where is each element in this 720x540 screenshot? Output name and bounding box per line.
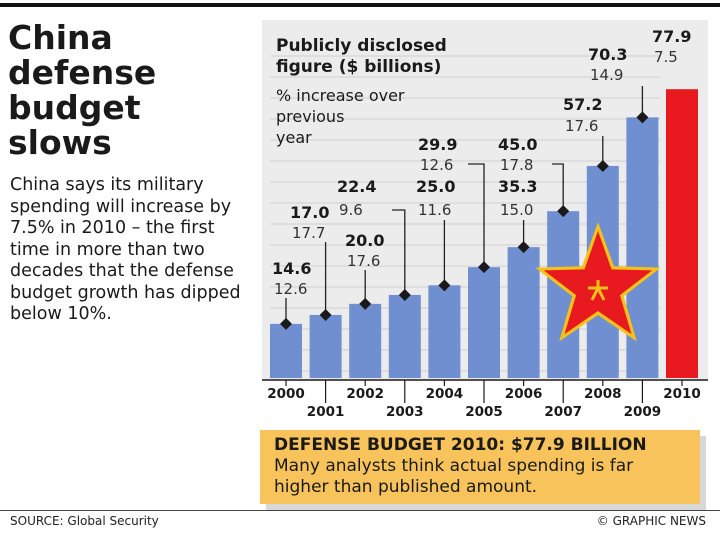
callout-box: DEFENSE BUDGET 2010: $77.9 BILLION Many … (260, 430, 700, 504)
bar-2003 (388, 294, 421, 378)
x-tick-label-2009: 2009 (624, 404, 662, 420)
chart-subtitle: % increase over previous year (276, 86, 405, 147)
value-label-2001: 17.0 (290, 203, 329, 222)
pct-label-2009: 14.9 (590, 66, 623, 84)
pct-label-2001: 17.7 (292, 224, 325, 242)
x-axis: 2000200120022003200420052006200720082009… (262, 379, 708, 420)
x-tick-label-2003: 2003 (386, 404, 424, 420)
bar-2000 (270, 323, 302, 378)
pct-label-2008: 17.6 (565, 117, 598, 135)
x-tick-label-2006: 2006 (505, 386, 543, 402)
bar-2001 (309, 314, 342, 378)
star-emblem (535, 222, 661, 342)
value-label-2008: 57.2 (563, 95, 602, 114)
chart-title: Publicly disclosed figure ($ billions) (276, 36, 447, 77)
data-marker (359, 297, 372, 310)
value-label-2010: 77.9 (652, 27, 691, 46)
value-label-2002: 20.0 (345, 231, 384, 250)
x-tick-label-2004: 2004 (426, 386, 464, 402)
pct-label-2003: 9.6 (339, 201, 363, 219)
value-label-2009: 70.3 (588, 45, 627, 64)
markers-group (280, 111, 649, 330)
value-label-2005: 29.9 (418, 135, 457, 154)
callout-title: DEFENSE BUDGET 2010: $77.9 BILLION (274, 435, 647, 455)
bar-2009 (626, 117, 659, 378)
data-marker (517, 241, 530, 254)
bar-chart: Publicly disclosed figure ($ billions) % … (262, 20, 708, 420)
top-rule (0, 3, 720, 7)
pct-label-2007: 17.8 (500, 156, 533, 174)
credit-text: © GRAPHIC NEWS (596, 514, 706, 528)
source-text: SOURCE: Global Security (10, 514, 159, 528)
x-tick-label-2010: 2010 (663, 386, 701, 402)
bar-2010 (666, 89, 698, 378)
value-label-2004: 25.0 (416, 177, 455, 196)
pct-label-2004: 11.6 (418, 201, 451, 219)
pct-label-2005: 12.6 (420, 156, 453, 174)
x-tick-label-2001: 2001 (307, 404, 345, 420)
x-tick-label-2007: 2007 (544, 404, 582, 420)
bar-2004 (428, 285, 461, 378)
x-tick-label-2005: 2005 (465, 404, 503, 420)
bar-2005 (468, 267, 500, 378)
data-marker (557, 205, 570, 218)
data-marker (319, 308, 332, 321)
data-marker (596, 159, 609, 172)
leader-line (392, 209, 406, 295)
pct-label-2000: 12.6 (274, 280, 307, 298)
data-marker (478, 261, 490, 274)
x-tick-label-2002: 2002 (346, 386, 384, 402)
value-label-2007: 45.0 (498, 135, 537, 154)
footer-rule (0, 510, 720, 511)
star-glyph-icon (588, 280, 608, 301)
leader-line (468, 163, 485, 268)
bar-2002 (349, 303, 382, 378)
value-label-2003: 22.4 (337, 177, 376, 196)
value-label-2000: 14.6 (272, 259, 311, 278)
data-marker (398, 288, 411, 301)
pct-label-2006: 15.0 (500, 201, 533, 219)
callout-text: Many analysts think actual spending is f… (274, 456, 634, 497)
labels-group: 14.6 12.6 17.0 17.7 20.0 17.6 22.4 9.6 25.0 11.6 2… (272, 27, 691, 298)
data-marker (636, 111, 649, 124)
leader-line (552, 163, 564, 212)
headline: China defense budget slows (8, 18, 157, 162)
pct-label-2010: 7.5 (654, 48, 678, 66)
x-tick-label-2000: 2000 (267, 386, 305, 402)
description: China says its military spending will in… (10, 175, 241, 324)
data-marker (438, 279, 451, 292)
data-marker (280, 317, 292, 330)
chart-subtitle-text: % increase over previous year (276, 86, 405, 147)
bar-2006 (507, 247, 540, 378)
pct-label-2002: 17.6 (347, 252, 380, 270)
value-label-2006: 35.3 (498, 177, 537, 196)
x-tick-label-2008: 2008 (584, 386, 622, 402)
